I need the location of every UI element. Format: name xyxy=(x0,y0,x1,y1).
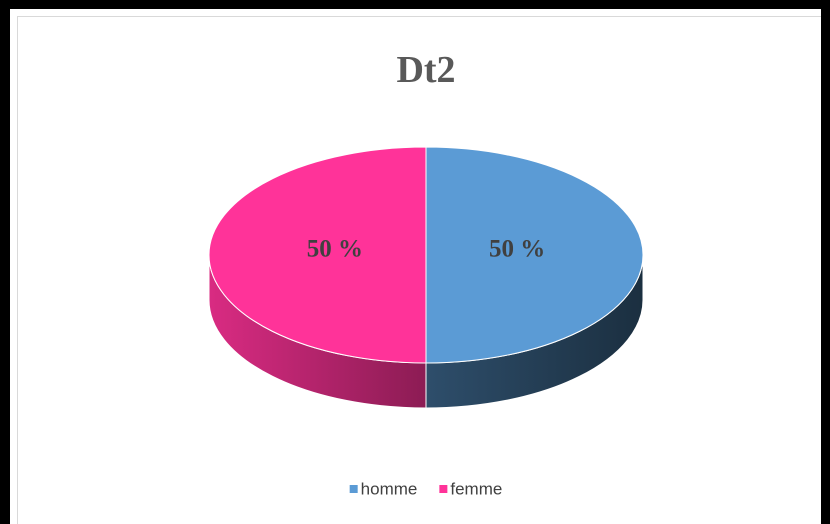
legend-label: femme xyxy=(450,479,502,498)
legend-swatch xyxy=(439,485,448,493)
legend-label: homme xyxy=(361,479,418,498)
legend-swatch xyxy=(349,485,358,493)
slice xyxy=(425,146,644,364)
data-label: 50 % xyxy=(307,236,363,263)
chart-title: Dt2 xyxy=(396,49,455,91)
data-label: 50 % xyxy=(489,236,545,263)
plot-area xyxy=(17,16,821,524)
slice xyxy=(208,146,427,364)
